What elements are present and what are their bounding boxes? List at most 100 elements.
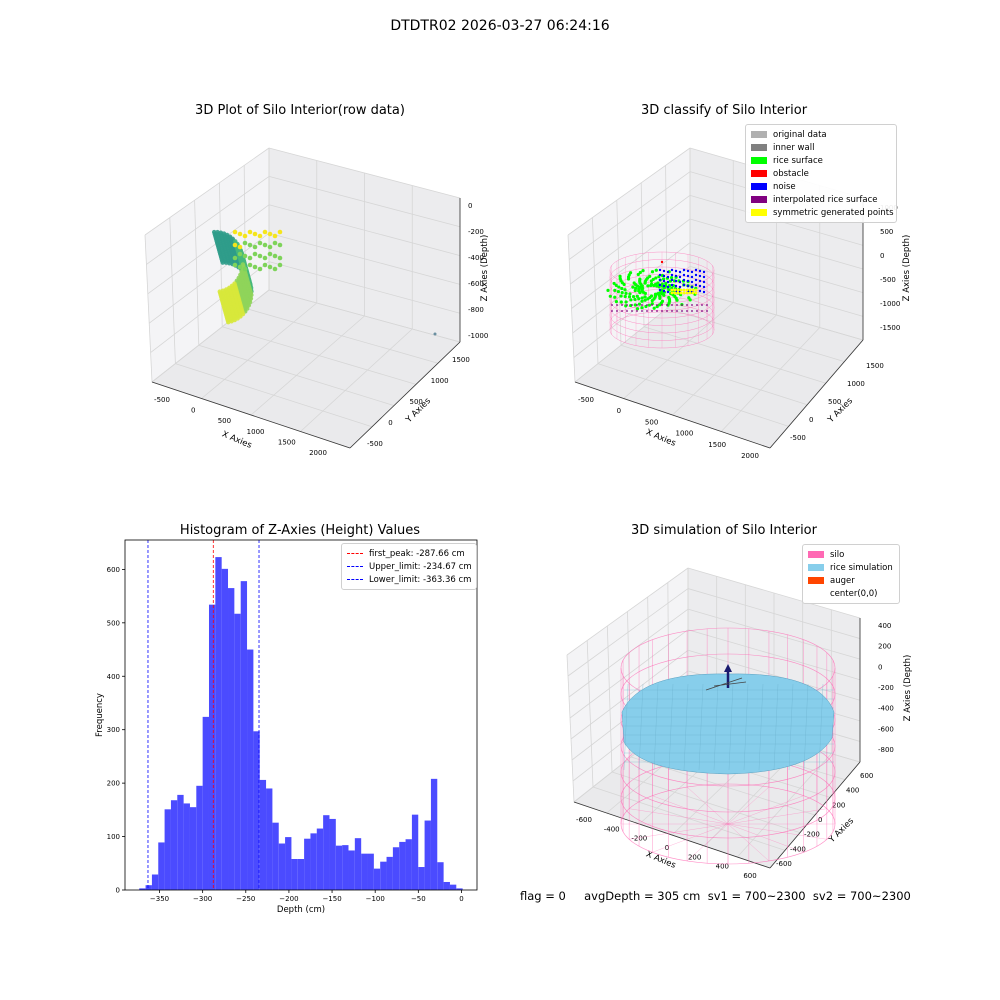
sim-grid-line bbox=[606, 625, 613, 773]
silo-floor-spoke bbox=[727, 795, 804, 825]
raw-z-tick-label: -800 bbox=[468, 306, 484, 314]
histogram-bar bbox=[329, 818, 336, 890]
legend-label: auger bbox=[830, 575, 855, 586]
legend-auger: auger bbox=[808, 574, 894, 587]
histogram-bar bbox=[304, 838, 311, 890]
rice-surface-point bbox=[653, 292, 658, 296]
histogram-bar bbox=[208, 604, 216, 890]
histogram-bar bbox=[316, 828, 324, 890]
histogram-bar bbox=[215, 557, 222, 890]
noise-point bbox=[686, 284, 690, 288]
rice-surface-point bbox=[636, 272, 640, 277]
interpolated-point bbox=[681, 304, 683, 306]
rice-surface-point bbox=[608, 294, 612, 298]
symmetric-point bbox=[673, 288, 677, 292]
histogram-x-tick-label: −300 bbox=[193, 895, 212, 903]
rice-surface-point bbox=[624, 291, 628, 295]
interpolated-point bbox=[611, 304, 613, 306]
histogram-bar bbox=[170, 800, 178, 890]
sim-grid-line bbox=[566, 567, 689, 656]
raw-point bbox=[272, 240, 278, 246]
raw-grid-line bbox=[268, 232, 461, 285]
noise-point bbox=[666, 290, 670, 294]
noise-point bbox=[666, 275, 670, 279]
raw-point bbox=[257, 253, 263, 259]
noise-point bbox=[690, 280, 694, 284]
histogram-x-tick-label: −350 bbox=[150, 895, 169, 903]
legend-symmetric-generated-points: symmetric generated points bbox=[751, 206, 894, 219]
raw-point bbox=[257, 233, 263, 239]
histogram-bar bbox=[253, 731, 260, 890]
rice-mesh-line bbox=[698, 683, 704, 771]
noise-point bbox=[690, 285, 694, 289]
rice-surface-point bbox=[638, 285, 642, 289]
legend-swatch bbox=[751, 144, 767, 151]
simulation-legend: silo rice simulation auger center(0,0) bbox=[802, 544, 900, 604]
legend-noise: noise bbox=[751, 180, 891, 193]
rice-surface-point bbox=[664, 281, 668, 285]
silo-floor-spoke bbox=[727, 823, 827, 840]
classify-z-tick-label: -500 bbox=[880, 276, 896, 284]
histogram-bar bbox=[392, 847, 400, 890]
auger-arrow-head bbox=[724, 664, 732, 672]
interpolated-point bbox=[646, 304, 648, 306]
noise-point bbox=[686, 279, 690, 283]
raw-z-tick-label: -1000 bbox=[468, 332, 488, 340]
noise-point bbox=[702, 290, 706, 294]
raw-grid-line bbox=[144, 234, 153, 383]
classify-y-tick-label: 500 bbox=[828, 398, 841, 406]
rice-mesh-line bbox=[788, 683, 794, 771]
histogram-bar bbox=[259, 779, 267, 890]
rice-surface-point bbox=[633, 297, 637, 302]
raw-z-tick-label: 0 bbox=[468, 202, 472, 210]
sim-z-axis-label: Z Axies (Depth) bbox=[903, 655, 913, 722]
rice-surface-point bbox=[640, 299, 644, 303]
classify-x-tick-label: 1000 bbox=[675, 430, 693, 438]
interpolated-point bbox=[686, 310, 688, 312]
noise-point bbox=[662, 289, 666, 293]
histogram-bar bbox=[449, 884, 457, 890]
raw-point bbox=[237, 251, 243, 257]
legend-original-data: original data bbox=[751, 128, 891, 141]
legend-label: original data bbox=[773, 129, 827, 140]
silo-floor-spoke bbox=[629, 823, 729, 840]
histogram-bar bbox=[380, 861, 387, 890]
legend-swatch bbox=[808, 551, 824, 558]
raw-point bbox=[247, 262, 253, 268]
histogram-bar bbox=[342, 845, 349, 890]
rice-mesh-line bbox=[803, 683, 809, 771]
histogram-bar bbox=[348, 850, 355, 890]
sim-y-axis-label: Y Axies bbox=[826, 816, 856, 846]
sim-x-axis bbox=[573, 801, 771, 869]
rice-surface-point bbox=[654, 276, 658, 280]
raw-grid-line bbox=[201, 302, 318, 399]
raw-grid-line bbox=[268, 147, 461, 199]
noise-point bbox=[678, 270, 682, 274]
sim-back-left-pane bbox=[567, 568, 688, 802]
histogram-bar bbox=[240, 581, 248, 890]
rice-surface-point bbox=[667, 295, 671, 300]
raw-point bbox=[237, 231, 243, 237]
sim-grid-line bbox=[687, 608, 861, 660]
raw-point bbox=[262, 255, 268, 261]
legend-swatch bbox=[751, 157, 767, 164]
rice-surface-point bbox=[617, 285, 621, 289]
raw-point bbox=[267, 251, 273, 257]
sim-z-tick-label: -200 bbox=[878, 684, 894, 692]
rice-surface-point bbox=[619, 294, 623, 298]
raw-grid-line bbox=[146, 176, 270, 265]
interpolated-point bbox=[691, 310, 693, 312]
histogram-bar bbox=[247, 649, 254, 890]
raw-point bbox=[247, 242, 253, 248]
noise-point bbox=[666, 270, 670, 274]
sim-y-tick-label: -600 bbox=[776, 860, 792, 868]
sim-grid-line bbox=[687, 629, 861, 681]
raw-y-tick-label: 0 bbox=[388, 419, 392, 427]
noise-point bbox=[682, 278, 686, 282]
sim-z-tick-label: 200 bbox=[878, 643, 891, 651]
classify-y-axis bbox=[769, 339, 864, 449]
raw-point bbox=[252, 244, 258, 250]
silo-floor-spoke bbox=[652, 795, 729, 825]
histogram-bar bbox=[164, 809, 171, 890]
